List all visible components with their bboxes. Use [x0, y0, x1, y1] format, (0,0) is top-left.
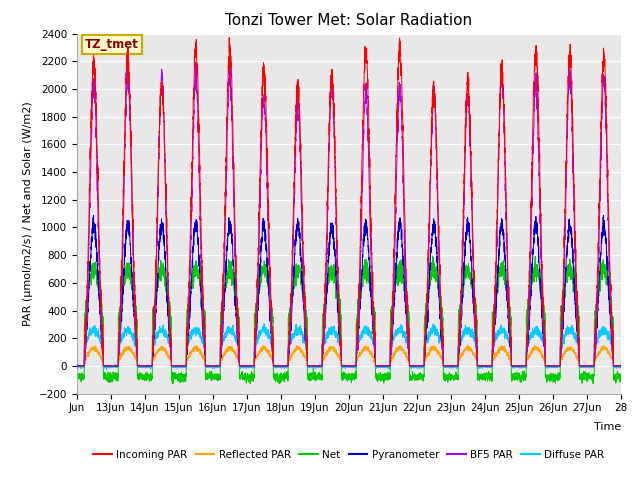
- Text: Time: Time: [593, 422, 621, 432]
- Y-axis label: PAR (μmol/m2/s) / Net and Solar (W/m2): PAR (μmol/m2/s) / Net and Solar (W/m2): [23, 101, 33, 326]
- Legend: Incoming PAR, Reflected PAR, Net, Pyranometer, BF5 PAR, Diffuse PAR: Incoming PAR, Reflected PAR, Net, Pyrano…: [89, 445, 609, 464]
- Title: Tonzi Tower Met: Solar Radiation: Tonzi Tower Met: Solar Radiation: [225, 13, 472, 28]
- Text: TZ_tmet: TZ_tmet: [85, 38, 139, 51]
